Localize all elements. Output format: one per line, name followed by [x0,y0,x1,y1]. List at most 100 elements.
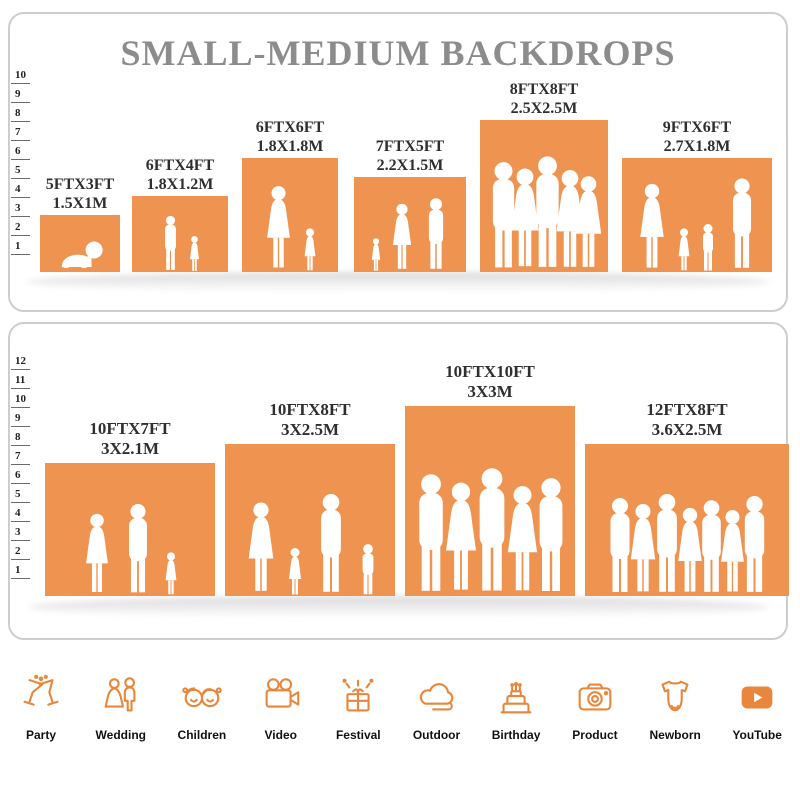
man-silhouette [164,215,176,270]
backdrop-size-label: 9FTX6FT 2.7X1.8M [662,119,732,156]
man-silhouette [129,503,147,593]
ruler-tick: 4 [11,507,37,522]
category-label: Outdoor [412,728,461,742]
man-silhouette [320,494,341,592]
backdrop-6x4-block [132,196,228,272]
category-label: Product [572,728,618,742]
backdrop-size-label: 12FTX8FT 3.6X2.5M [646,400,728,440]
backdrop-size-label: 5FTX3FT 1.5X1M [45,176,115,213]
people-silhouettes [585,493,789,596]
video-camera-icon [265,678,300,708]
woman-silhouette [575,176,601,267]
category-label: Children [177,728,227,742]
category-label: YouTube [732,728,782,742]
category-label: Video [264,728,297,742]
backdrop-size-label: 10FTX8FT 3X2.5M [269,400,351,440]
ruler-tick: 7 [11,450,37,465]
girl-silhouette [678,228,689,271]
category-youtube: YouTube [732,658,782,742]
backdrop-size-label: 10FTX7FT 3X2.1M [89,419,171,459]
backdrop-12x8-block [585,444,789,596]
ruler-tick: 1 [11,564,37,579]
woman-silhouette [392,203,412,269]
man-silhouette [539,478,562,591]
category-label: Newborn [649,728,701,742]
ruler-tick: 6 [11,469,37,484]
newborn-onesie-icon [661,680,689,712]
people-silhouettes [225,493,395,596]
backdrop-10x10-block [405,406,575,596]
ruler-tick: 5 [11,164,37,179]
ruler-tick: 1 [11,240,37,255]
man-silhouette [428,198,444,269]
category-newborn: Newborn [650,658,701,742]
girl-silhouette [304,228,316,271]
floor-shadow [28,596,768,618]
backdrop-10x7-block [45,463,215,596]
people-silhouettes [622,177,772,272]
backdrop-size-label: 10FTX10FT 3X3M [445,362,535,402]
ruler-tick: 9 [11,412,37,427]
people-silhouettes [354,197,466,272]
party-drinks-icon [23,674,59,706]
category-children: Children [177,658,227,742]
category-label: Wedding [95,728,146,742]
ruler-tick: 12 [11,355,37,370]
ruler-tick: 7 [11,126,37,141]
backdrop-9x6-block [622,158,772,272]
backdrop-size-label: 6FTX4FT 1.8X1.2M [145,157,215,194]
category-video: Video [258,658,304,742]
ruler-tick: 10 [11,393,37,408]
backdrop-6x6-block [242,158,338,272]
baby-silhouette [61,241,103,268]
boy-silhouette [702,224,713,271]
category-birthday: Birthday [491,658,541,742]
category-label: Festival [335,728,381,742]
people-silhouettes [45,503,215,596]
category-outdoor: Outdoor [413,658,460,742]
ruler-tick: 10 [11,69,37,84]
girl-silhouette [189,236,199,271]
use-case-category-row: Party Wedding Children [0,658,800,768]
woman-silhouette [86,513,108,592]
outdoor-cloud-icon [419,683,453,711]
category-label: Birthday [491,728,541,742]
backdrop-10x8-block [225,444,395,596]
people-silhouettes [242,185,338,272]
ruler-tick: 2 [11,221,37,236]
man-silhouette [744,496,764,592]
woman-silhouette [267,186,290,268]
children-faces-icon [182,687,222,708]
ruler-tick: 3 [11,526,37,541]
backdrop-size-label: 7FTX5FT 2.2X1.5M [375,138,445,175]
festival-gift-icon [342,678,374,712]
ruler-tick: 11 [11,374,37,389]
category-product: Product [572,658,618,742]
wedding-couple-icon [104,677,136,712]
backdrop-5x3-block [40,215,120,272]
birthday-cake-icon [500,682,532,714]
category-label: Party [25,728,57,742]
girl-silhouette [288,548,301,595]
man-silhouette [732,178,751,268]
ruler-tick: 3 [11,202,37,217]
ruler-tick: 4 [11,183,37,198]
backdrop-7x5-block [354,177,466,272]
product-camera-icon [578,683,612,711]
category-wedding: Wedding [96,658,146,742]
backdrop-8x8-block [480,120,608,272]
boy-silhouette [362,544,373,595]
woman-silhouette [639,183,664,268]
people-silhouettes [40,239,120,272]
category-festival: Festival [335,658,381,742]
people-silhouettes [405,467,575,596]
ruler-tick: 2 [11,545,37,560]
category-party: Party [18,658,64,742]
youtube-play-icon [741,686,773,709]
ruler-tick: 6 [11,145,37,160]
floor-shadow [26,272,770,292]
small-backdrops-panel: SMALL-MEDIUM BACKDROPS 10 9 8 7 6 5 4 3 … [8,12,788,312]
backdrop-size-label: 6FTX6FT 1.8X1.8M [255,119,325,156]
backdrop-size-label: 8FTX8FT 2.5X2.5M [509,81,579,118]
